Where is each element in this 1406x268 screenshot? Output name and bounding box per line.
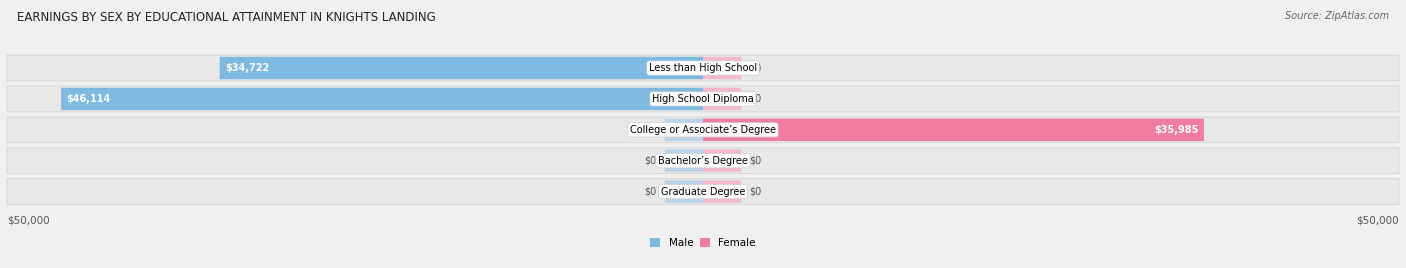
Text: $34,722: $34,722 <box>225 63 270 73</box>
FancyBboxPatch shape <box>7 86 1399 112</box>
FancyBboxPatch shape <box>703 57 741 79</box>
FancyBboxPatch shape <box>665 180 703 203</box>
FancyBboxPatch shape <box>7 117 1399 143</box>
Text: $0: $0 <box>644 125 657 135</box>
Text: $0: $0 <box>749 156 762 166</box>
Text: Bachelor’s Degree: Bachelor’s Degree <box>658 156 748 166</box>
Text: $50,000: $50,000 <box>1357 216 1399 226</box>
Text: $0: $0 <box>644 187 657 197</box>
Text: EARNINGS BY SEX BY EDUCATIONAL ATTAINMENT IN KNIGHTS LANDING: EARNINGS BY SEX BY EDUCATIONAL ATTAINMEN… <box>17 11 436 24</box>
Text: $0: $0 <box>749 94 762 104</box>
Text: $35,985: $35,985 <box>1154 125 1198 135</box>
FancyBboxPatch shape <box>703 88 741 110</box>
FancyBboxPatch shape <box>703 119 1204 141</box>
FancyBboxPatch shape <box>7 148 1399 174</box>
FancyBboxPatch shape <box>703 150 741 172</box>
Text: College or Associate’s Degree: College or Associate’s Degree <box>630 125 776 135</box>
Text: Source: ZipAtlas.com: Source: ZipAtlas.com <box>1285 11 1389 21</box>
Legend: Male, Female: Male, Female <box>645 234 761 252</box>
FancyBboxPatch shape <box>665 119 703 141</box>
Text: High School Diploma: High School Diploma <box>652 94 754 104</box>
Text: Less than High School: Less than High School <box>650 63 756 73</box>
Text: $0: $0 <box>749 63 762 73</box>
Text: $46,114: $46,114 <box>66 94 111 104</box>
FancyBboxPatch shape <box>7 55 1399 81</box>
FancyBboxPatch shape <box>703 180 741 203</box>
Text: Graduate Degree: Graduate Degree <box>661 187 745 197</box>
Text: $50,000: $50,000 <box>7 216 49 226</box>
FancyBboxPatch shape <box>60 88 703 110</box>
Text: $0: $0 <box>644 156 657 166</box>
Text: $0: $0 <box>749 187 762 197</box>
FancyBboxPatch shape <box>7 179 1399 204</box>
FancyBboxPatch shape <box>665 150 703 172</box>
FancyBboxPatch shape <box>219 57 703 79</box>
